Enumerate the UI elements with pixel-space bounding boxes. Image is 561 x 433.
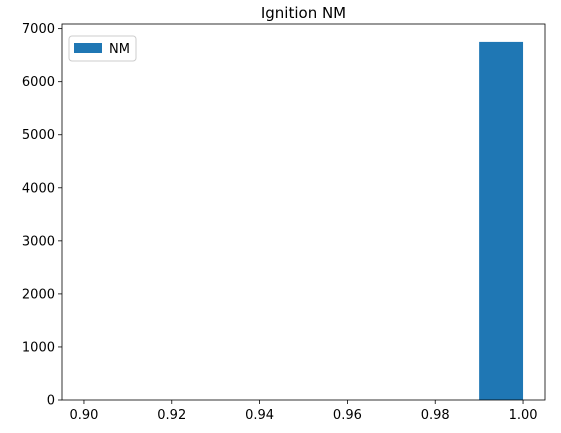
chart-title: Ignition NM xyxy=(261,4,346,22)
x-tick-label: 0.94 xyxy=(245,408,274,423)
x-tick-label: 0.96 xyxy=(333,408,362,423)
legend-label-nm: NM xyxy=(109,42,130,57)
x-tick-label: 0.92 xyxy=(157,408,186,423)
y-tick-label: 3000 xyxy=(22,234,55,249)
y-tick-label: 2000 xyxy=(22,287,55,302)
plot-frame xyxy=(61,23,546,401)
x-tick-label: 1.00 xyxy=(509,408,538,423)
y-tick-label: 4000 xyxy=(22,181,55,196)
legend: NM xyxy=(68,35,137,62)
legend-box xyxy=(68,35,137,62)
y-tick-label: 7000 xyxy=(22,22,55,37)
histogram-bar xyxy=(479,41,524,401)
legend-swatch-nm xyxy=(74,43,102,53)
x-tick-label: 0.98 xyxy=(421,408,450,423)
y-tick-label: 1000 xyxy=(22,340,55,355)
y-tick-label: 5000 xyxy=(22,128,55,143)
y-axis-ticks: 0 1000 2000 3000 4000 5000 6000 7000 xyxy=(22,22,62,409)
y-tick-label: 6000 xyxy=(22,75,55,90)
x-tick-label: 0.90 xyxy=(69,408,98,423)
bars-group xyxy=(479,41,524,401)
x-axis-ticks: 0.90 0.92 0.94 0.96 0.98 1.00 xyxy=(69,400,538,423)
y-tick-label: 0 xyxy=(47,394,55,409)
